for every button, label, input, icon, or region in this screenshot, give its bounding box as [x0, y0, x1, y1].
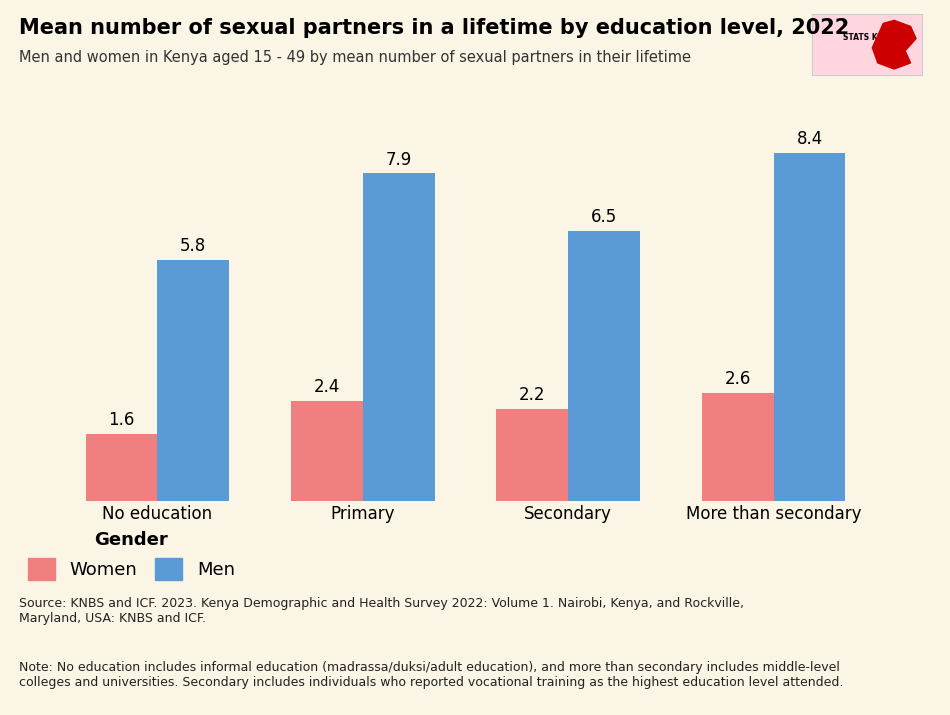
Text: Mean number of sexual partners in a lifetime by education level, 2022: Mean number of sexual partners in a life…	[19, 18, 849, 38]
Bar	[773, 153, 846, 500]
Bar	[291, 401, 363, 500]
Text: 7.9: 7.9	[386, 151, 412, 169]
Bar	[568, 232, 640, 500]
Text: 6.5: 6.5	[591, 209, 618, 227]
Bar	[363, 174, 435, 500]
Text: Source: KNBS and ICF. 2023. Kenya Demographic and Health Survey 2022: Volume 1. : Source: KNBS and ICF. 2023. Kenya Demogr…	[19, 597, 744, 625]
Legend: Women, Men: Women, Men	[28, 531, 235, 580]
Text: 8.4: 8.4	[796, 130, 823, 148]
Bar	[158, 260, 229, 500]
Polygon shape	[872, 21, 916, 69]
Text: 5.8: 5.8	[180, 237, 206, 255]
Bar	[702, 393, 773, 500]
Text: 2.6: 2.6	[725, 370, 750, 388]
Bar	[86, 434, 158, 500]
Text: Note: No education includes informal education (madrassa/duksi/adult education),: Note: No education includes informal edu…	[19, 661, 844, 689]
Text: STATS KENYA: STATS KENYA	[843, 33, 900, 42]
Text: Men and women in Kenya aged 15 - 49 by mean number of sexual partners in their l: Men and women in Kenya aged 15 - 49 by m…	[19, 50, 691, 65]
Text: 2.4: 2.4	[314, 378, 340, 396]
Bar	[496, 410, 568, 500]
Text: 2.2: 2.2	[519, 387, 545, 405]
Text: 1.6: 1.6	[108, 411, 135, 429]
